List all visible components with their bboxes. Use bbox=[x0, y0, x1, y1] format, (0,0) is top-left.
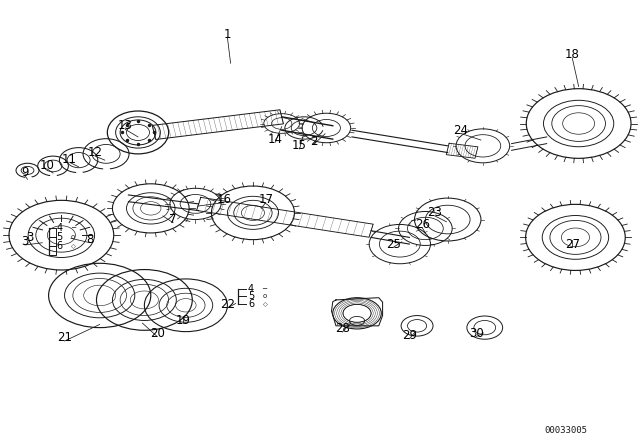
Text: 00033005: 00033005 bbox=[545, 426, 588, 435]
Text: 22: 22 bbox=[220, 298, 235, 311]
Text: 10: 10 bbox=[40, 159, 55, 172]
Text: ◇: ◇ bbox=[262, 302, 268, 307]
Text: 28: 28 bbox=[335, 323, 350, 336]
Text: o: o bbox=[262, 293, 267, 299]
Polygon shape bbox=[196, 198, 373, 237]
Text: 29: 29 bbox=[402, 329, 417, 342]
Text: 17: 17 bbox=[258, 193, 273, 206]
Text: 5: 5 bbox=[56, 233, 63, 242]
Text: 23: 23 bbox=[428, 207, 442, 220]
Text: 26: 26 bbox=[415, 217, 429, 231]
Text: 6: 6 bbox=[248, 299, 254, 310]
Text: 4: 4 bbox=[248, 284, 254, 294]
Text: 16: 16 bbox=[217, 193, 232, 206]
Text: 15: 15 bbox=[292, 139, 307, 152]
Text: 25: 25 bbox=[386, 237, 401, 250]
Text: 5: 5 bbox=[248, 291, 254, 302]
Text: 4: 4 bbox=[56, 224, 63, 233]
Text: 6: 6 bbox=[56, 241, 63, 251]
Text: ─: ─ bbox=[71, 225, 75, 232]
Text: ◇: ◇ bbox=[71, 244, 76, 249]
Text: 11: 11 bbox=[62, 153, 77, 166]
Text: 27: 27 bbox=[564, 237, 580, 250]
Polygon shape bbox=[152, 110, 284, 139]
Polygon shape bbox=[446, 143, 478, 158]
Text: 1: 1 bbox=[223, 28, 231, 41]
Text: o: o bbox=[71, 234, 75, 241]
Text: 13: 13 bbox=[118, 119, 132, 132]
Text: 8: 8 bbox=[86, 233, 94, 246]
Text: 3: 3 bbox=[26, 231, 33, 244]
Text: 24: 24 bbox=[453, 124, 468, 137]
Text: 18: 18 bbox=[565, 48, 580, 61]
Text: 12: 12 bbox=[88, 146, 102, 159]
Text: 3: 3 bbox=[21, 235, 29, 248]
Text: 21: 21 bbox=[57, 332, 72, 345]
Text: 30: 30 bbox=[469, 327, 484, 340]
Polygon shape bbox=[332, 297, 383, 326]
Text: 19: 19 bbox=[175, 314, 190, 327]
Text: 9: 9 bbox=[21, 166, 29, 179]
Text: ─: ─ bbox=[262, 286, 267, 292]
Text: 2: 2 bbox=[310, 135, 317, 148]
Text: 20: 20 bbox=[150, 327, 164, 340]
Text: 7: 7 bbox=[170, 213, 177, 226]
Text: 14: 14 bbox=[268, 133, 283, 146]
